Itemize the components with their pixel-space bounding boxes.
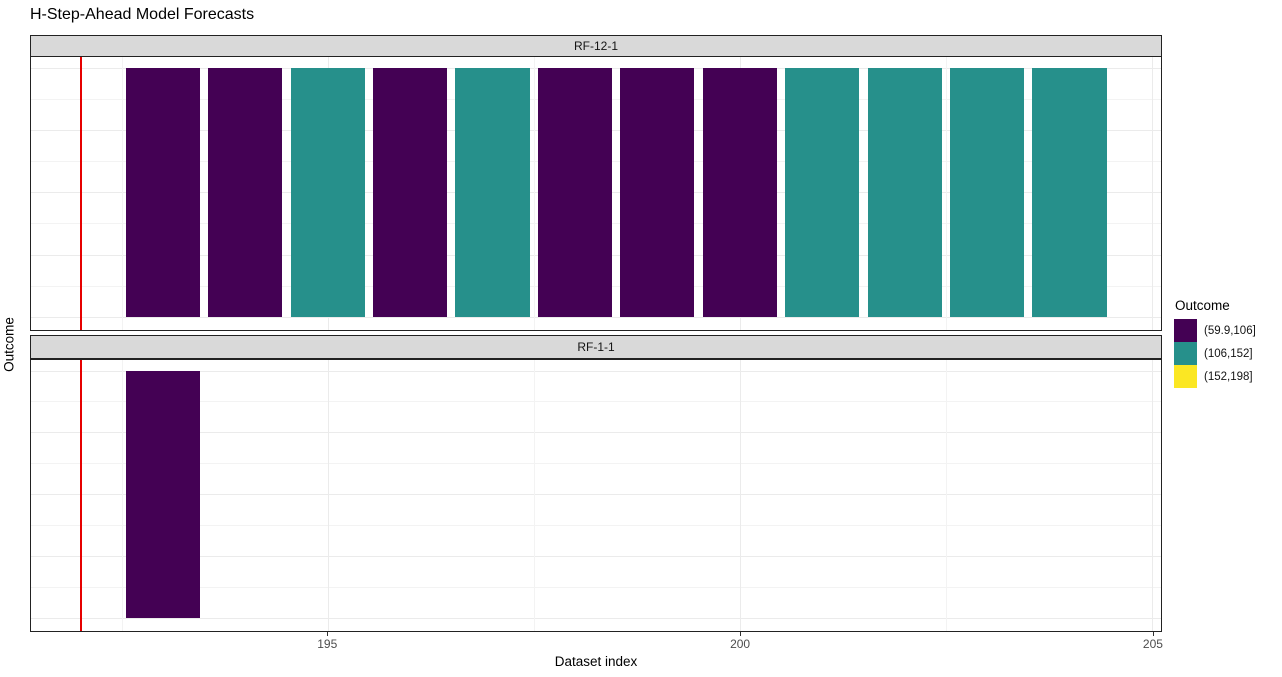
gridline-vertical-major	[1151, 57, 1153, 330]
legend-item: (59.9,106]	[1174, 319, 1256, 342]
gridline-vertical-minor	[945, 57, 947, 330]
x-tick-label: 205	[1142, 637, 1163, 651]
gridline-vertical-major	[739, 360, 741, 631]
last-observation-vline	[80, 57, 82, 330]
x-tick-label: 195	[317, 637, 338, 651]
legend: Outcome (59.9,106] (106,152] (152,198]	[1174, 298, 1256, 388]
x-tick	[1152, 632, 1154, 636]
forecast-bar	[373, 67, 448, 317]
legend-swatch	[1174, 342, 1197, 365]
gridline-horizontal	[31, 494, 1161, 496]
gridline-horizontal	[31, 556, 1161, 558]
forecast-bar	[290, 67, 365, 317]
forecast-bar	[208, 67, 283, 317]
facet-panel-rf-1-1	[30, 359, 1162, 632]
facet-strip-rf-1-1: RF-1-1	[30, 335, 1162, 359]
forecast-bar	[455, 67, 530, 317]
x-axis-title: Dataset index	[554, 654, 638, 669]
legend-item: (106,152]	[1174, 342, 1256, 365]
gridline-vertical-minor	[945, 360, 947, 631]
forecast-bar	[702, 67, 777, 317]
gridline-vertical-major	[1151, 360, 1153, 631]
gridline-vertical-minor	[533, 57, 535, 330]
legend-title: Outcome	[1175, 298, 1230, 313]
legend-swatch	[1174, 319, 1197, 342]
gridline-horizontal	[31, 432, 1161, 434]
forecast-bar	[867, 67, 942, 317]
forecast-bar	[125, 370, 200, 618]
gridline-vertical-minor	[121, 360, 123, 631]
legend-swatch	[1174, 365, 1197, 388]
gridline-vertical-minor	[121, 57, 123, 330]
gridline-horizontal	[31, 370, 1161, 372]
gridline-horizontal	[31, 587, 1161, 589]
forecast-bar	[125, 67, 200, 317]
gridline-vertical-major	[327, 360, 329, 631]
forecast-bar	[537, 67, 613, 317]
plot-title: H-Step-Ahead Model Forecasts	[30, 6, 255, 23]
forecast-bar	[785, 67, 860, 317]
legend-label: (106,152]	[1204, 347, 1253, 360]
forecast-bar	[950, 67, 1025, 317]
legend-item: (152,198]	[1174, 365, 1256, 388]
legend-label: (152,198]	[1204, 370, 1253, 383]
gridline-vertical-minor	[533, 360, 535, 631]
x-tick-label: 200	[730, 637, 751, 651]
y-axis-title: Outcome	[1, 317, 17, 372]
gridline-horizontal	[31, 316, 1161, 318]
forecast-bar	[620, 67, 695, 317]
last-observation-vline	[80, 360, 82, 631]
gridline-horizontal	[31, 617, 1161, 619]
x-tick	[740, 632, 742, 636]
gridline-horizontal	[31, 401, 1161, 403]
x-tick	[327, 632, 329, 636]
gridline-horizontal	[31, 525, 1161, 527]
facet-strip-rf-12-1: RF-12-1	[30, 35, 1162, 57]
gridline-horizontal	[31, 463, 1161, 465]
forecast-bar	[1032, 67, 1107, 317]
legend-label: (59.9,106]	[1204, 324, 1256, 337]
facet-panel-rf-12-1	[30, 56, 1162, 331]
